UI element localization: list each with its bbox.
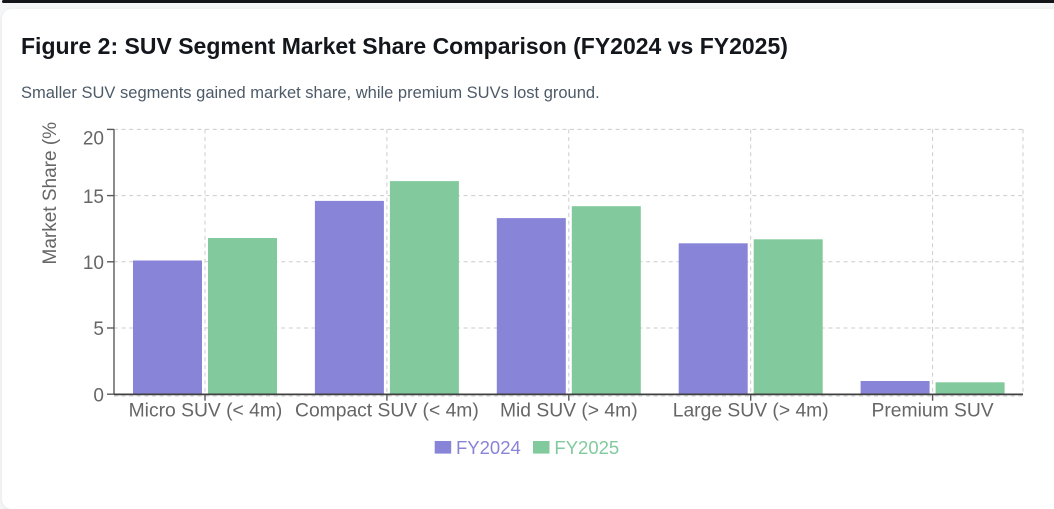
svg-text:Market Share (%: Market Share (% — [40, 122, 61, 265]
svg-text:FY2025: FY2025 — [554, 437, 619, 458]
svg-text:5: 5 — [93, 319, 104, 340]
svg-text:15: 15 — [83, 187, 104, 208]
svg-text:10: 10 — [83, 253, 104, 274]
svg-text:0: 0 — [93, 386, 104, 407]
svg-text:Premium SUV: Premium SUV — [872, 401, 994, 422]
svg-text:Large SUV (> 4m): Large SUV (> 4m) — [673, 401, 829, 422]
svg-text:Compact SUV (< 4m): Compact SUV (< 4m) — [295, 401, 479, 422]
svg-text:Mid SUV (> 4m): Mid SUV (> 4m) — [500, 401, 638, 422]
svg-text:20: 20 — [83, 129, 104, 150]
svg-text:FY2024: FY2024 — [456, 437, 521, 458]
svg-text:Micro SUV (< 4m): Micro SUV (< 4m) — [129, 401, 283, 422]
